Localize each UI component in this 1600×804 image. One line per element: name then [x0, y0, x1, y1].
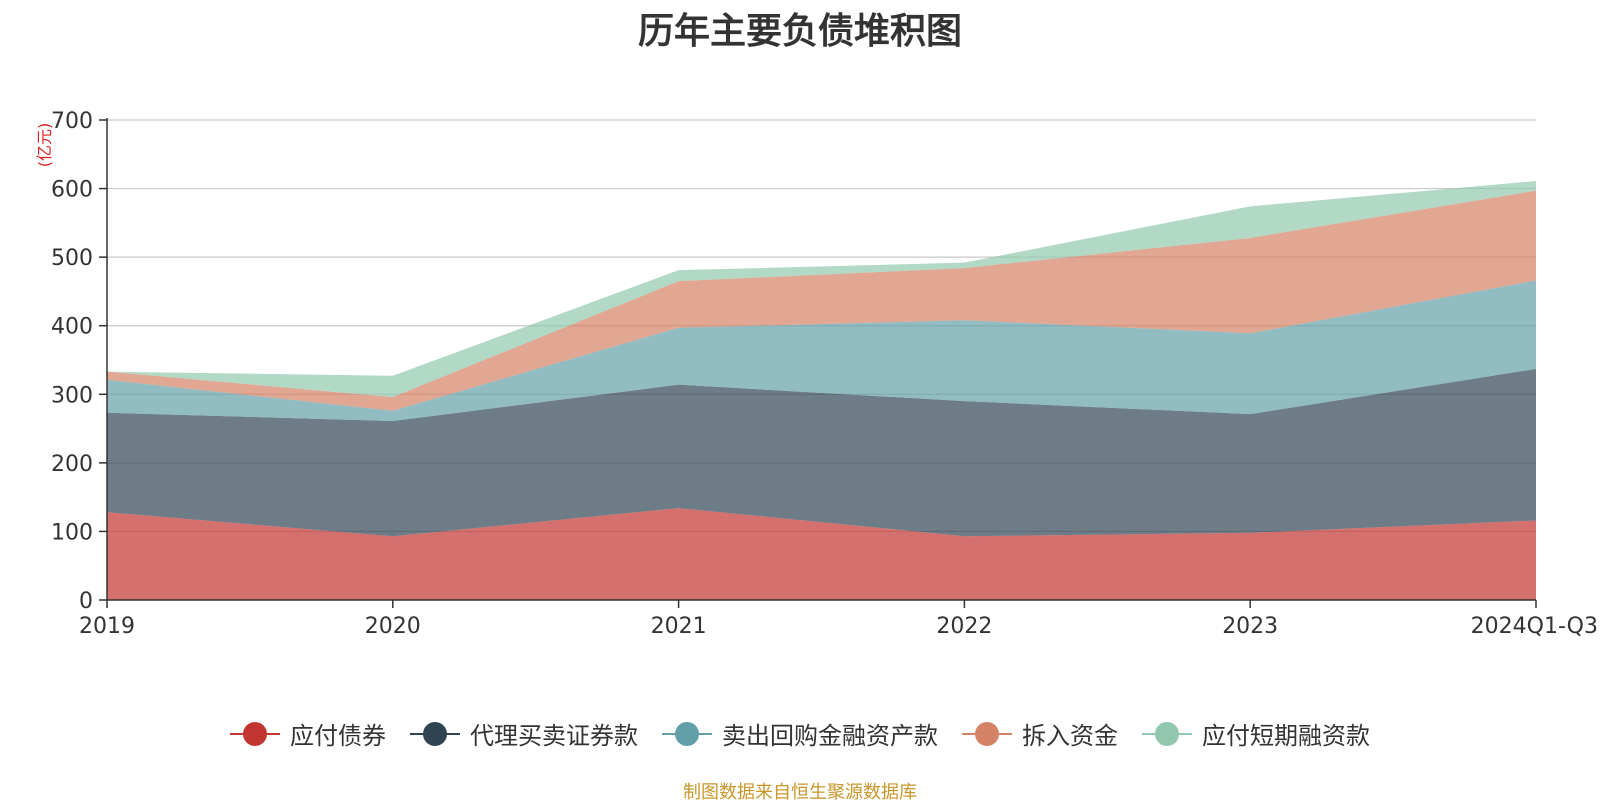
legend: 应付债券 代理买卖证券款 卖出回购金融资产款 拆入资金 应付短期融资款 [0, 716, 1600, 751]
y-tick-label: 700 [51, 109, 93, 134]
y-tick-label: 100 [51, 520, 93, 545]
legend-marker-icon [675, 721, 699, 746]
legend-marker-icon [1155, 721, 1179, 746]
x-tick-label: 2021 [651, 614, 707, 639]
y-tick-label: 600 [51, 178, 93, 203]
area-series-1 [107, 508, 1536, 600]
legend-marker-icon [975, 721, 999, 746]
x-tick-label: 2022 [936, 614, 992, 639]
x-tick-label: 2024Q1-Q3 [1471, 614, 1598, 639]
y-tick-label: 0 [79, 589, 93, 614]
legend-label: 应付债券 [290, 722, 386, 750]
y-tick-label: 200 [51, 452, 93, 477]
legend-label: 应付短期融资款 [1202, 722, 1370, 750]
area-series-4 [107, 190, 1536, 411]
legend-label: 卖出回购金融资产款 [722, 722, 938, 750]
legend-item-1[interactable]: 应付债券 [230, 716, 386, 751]
chart-title: 历年主要负债堆积图 [637, 11, 962, 52]
area-series [107, 181, 1536, 600]
legend-swatch [230, 721, 280, 746]
legend-swatch [410, 721, 460, 746]
legend-swatch [662, 721, 712, 746]
y-tick-label: 500 [51, 246, 93, 271]
x-tick-label: 2020 [365, 614, 421, 639]
legend-swatch [1142, 721, 1192, 746]
source-note: 制图数据来自恒生聚源数据库 [683, 782, 917, 803]
legend-label: 代理买卖证券款 [470, 722, 638, 750]
x-tick-label: 2019 [79, 614, 135, 639]
axes [99, 118, 1537, 608]
axis-labels: 0 100 200 300 400 500 600 700 2019 2020 2021 2022 20… [35, 109, 1598, 639]
legend-item-2[interactable]: 代理买卖证券款 [410, 716, 638, 751]
x-tick-label: 2023 [1222, 614, 1278, 639]
area-series-5 [107, 181, 1536, 398]
y-tick-label: 300 [51, 383, 93, 408]
legend-item-4[interactable]: 拆入资金 [962, 716, 1118, 751]
area-series-3 [107, 280, 1536, 422]
legend-item-3[interactable]: 卖出回购金融资产款 [662, 716, 938, 751]
y-tick-label: 400 [51, 315, 93, 340]
area-series-2 [107, 368, 1536, 537]
legend-marker-icon [423, 721, 447, 746]
legend-swatch [962, 721, 1012, 746]
legend-label: 拆入资金 [1022, 722, 1118, 750]
legend-item-5[interactable]: 应付短期融资款 [1142, 716, 1370, 751]
legend-marker-icon [243, 721, 267, 746]
y-unit-label: (亿元) [35, 123, 54, 168]
